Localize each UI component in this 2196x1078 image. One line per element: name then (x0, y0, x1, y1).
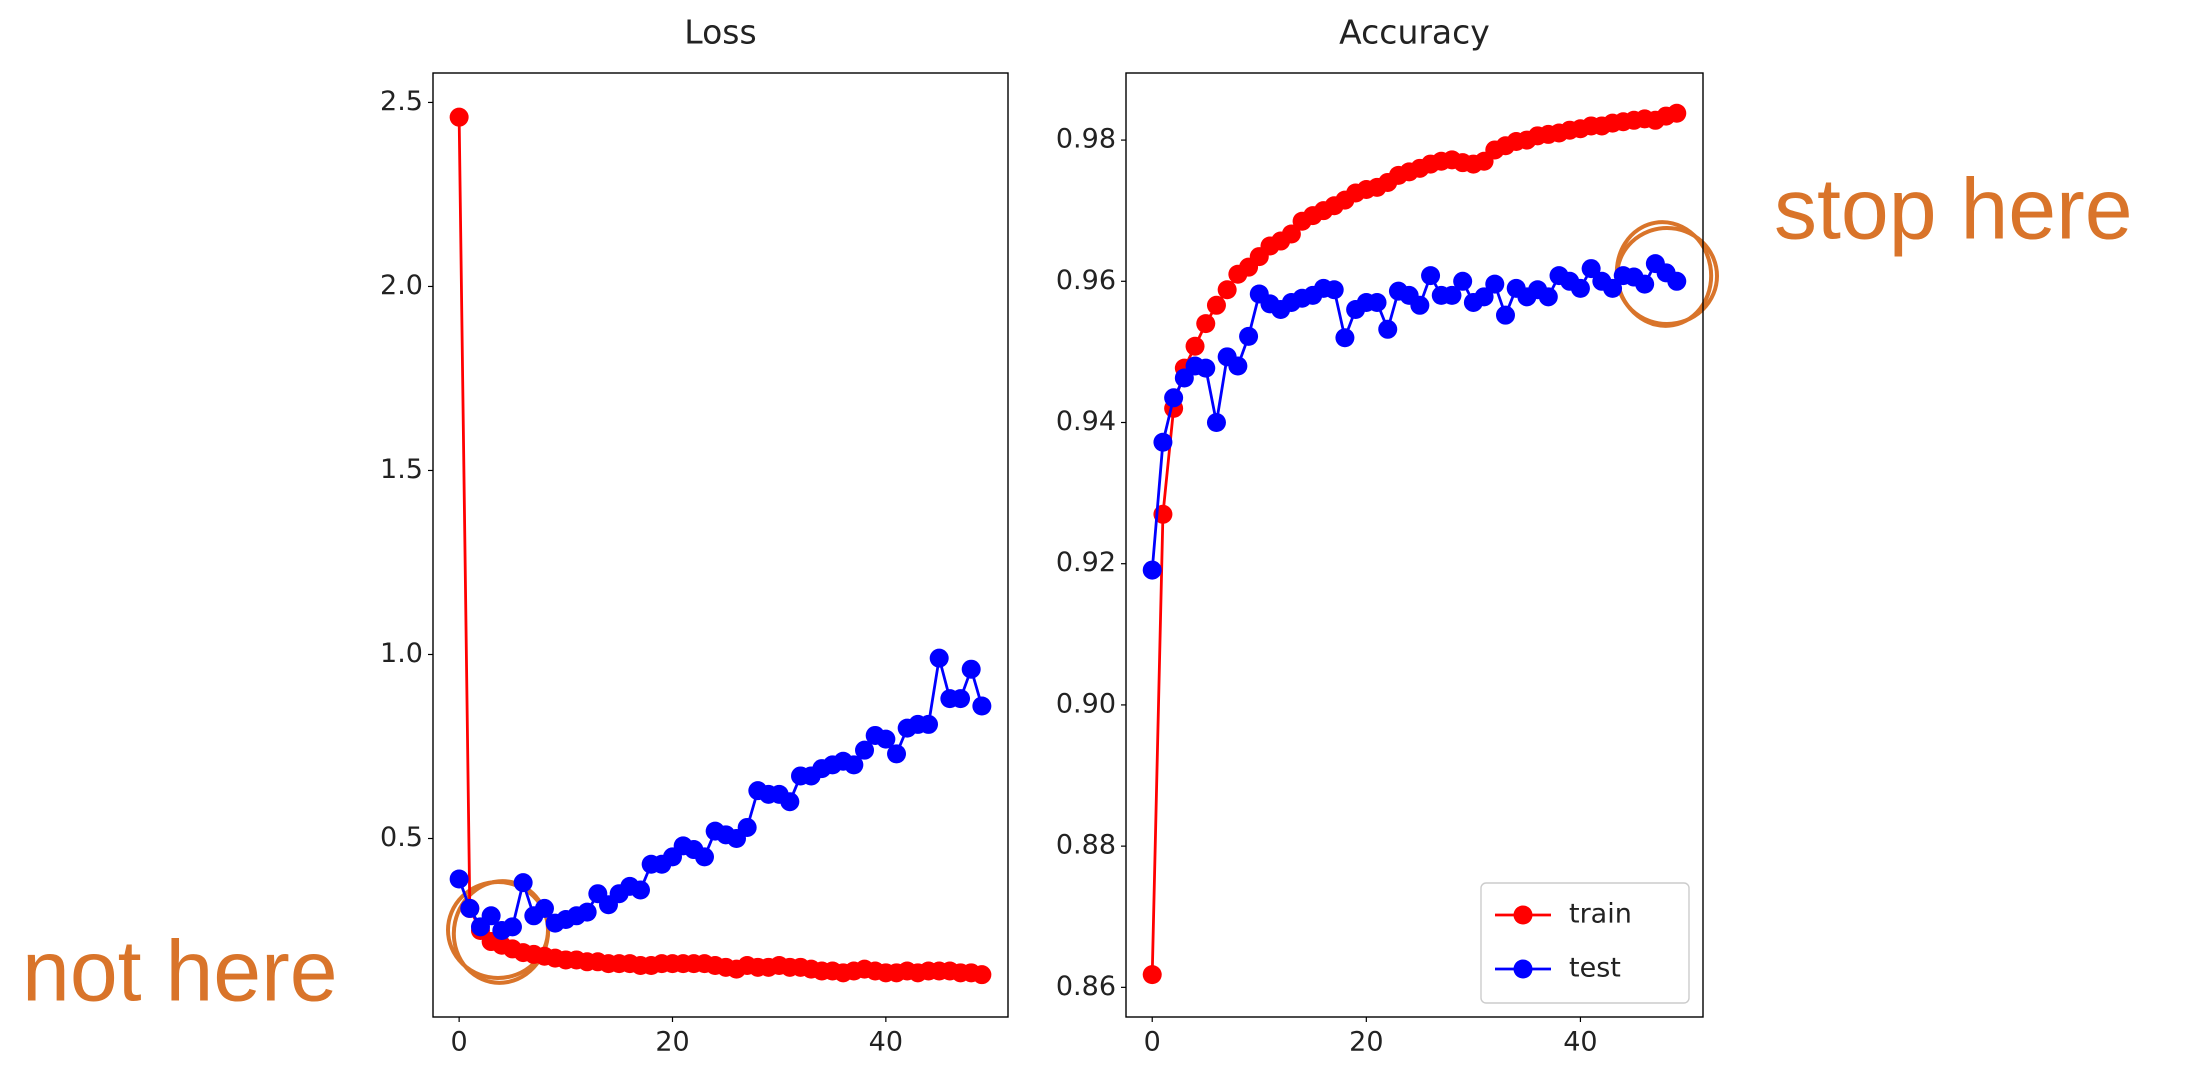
highlight-circles (446, 220, 1719, 985)
point (1196, 314, 1216, 334)
point (961, 659, 981, 679)
y-tick-label: 0.90 (1056, 688, 1116, 719)
y-tick-label: 0.5 (380, 822, 423, 853)
y-tick-label: 0.96 (1056, 265, 1116, 296)
point (1217, 280, 1237, 300)
plot-area (449, 107, 992, 985)
point (630, 880, 650, 900)
point (1239, 326, 1259, 346)
point (1453, 271, 1473, 291)
point (449, 869, 469, 889)
x-tick-label: 40 (869, 1027, 903, 1058)
point (460, 898, 480, 918)
x-tick-label: 20 (1349, 1027, 1383, 1058)
point (887, 744, 907, 764)
legend-box (1480, 882, 1690, 1004)
plot-area (1142, 103, 1687, 985)
point (855, 740, 875, 760)
point (1474, 287, 1494, 307)
point (1281, 224, 1301, 244)
x-tick-label: 0 (451, 1027, 468, 1058)
y-tick-label: 0.98 (1056, 124, 1116, 155)
point (1538, 287, 1558, 307)
point (1378, 319, 1398, 339)
point (1164, 388, 1184, 408)
highlight-circle (451, 879, 551, 985)
x-tick-label: 0 (1144, 1027, 1161, 1058)
point (1570, 278, 1590, 298)
annotation: stop here (1774, 162, 2133, 258)
point (449, 107, 469, 127)
point (1142, 965, 1162, 985)
point (1485, 274, 1505, 294)
point (1421, 266, 1441, 286)
point (951, 689, 971, 709)
point (919, 714, 939, 734)
point (1185, 336, 1205, 356)
y-tick-label: 2.5 (380, 86, 423, 117)
x-tick-label: 20 (655, 1027, 689, 1058)
point (1635, 274, 1655, 294)
point (694, 847, 714, 867)
point (1603, 278, 1623, 298)
point (1206, 295, 1226, 315)
point (577, 902, 597, 922)
point (534, 898, 554, 918)
point (1581, 259, 1601, 279)
chart-title: Accuracy (1339, 13, 1490, 52)
point (1142, 560, 1162, 580)
legend-label: test (1569, 953, 1621, 984)
legend-marker (1513, 959, 1533, 979)
point (1228, 356, 1248, 376)
point (481, 906, 501, 926)
y-tick-label: 0.92 (1056, 547, 1116, 578)
point (1153, 432, 1173, 452)
point (1324, 280, 1344, 300)
point (1196, 358, 1216, 378)
series-line (1150, 111, 1678, 975)
point (1667, 103, 1687, 123)
axes-frame (1125, 72, 1704, 1018)
legend-label: train (1569, 899, 1632, 930)
point (780, 792, 800, 812)
point (844, 755, 864, 775)
point (1335, 328, 1355, 348)
series-line (457, 117, 983, 977)
point (929, 648, 949, 668)
y-tick-label: 2.0 (380, 270, 423, 301)
point (1206, 412, 1226, 432)
point (972, 965, 992, 985)
point (1442, 285, 1462, 305)
y-tick-label: 0.86 (1056, 971, 1116, 1002)
point (1495, 305, 1515, 325)
legend-marker (1513, 905, 1533, 925)
legend: train test (1480, 882, 1690, 1004)
y-tick-label: 0.94 (1056, 406, 1116, 437)
series-line (457, 657, 984, 933)
point (1367, 292, 1387, 312)
point (1410, 295, 1430, 315)
point (737, 817, 757, 837)
point (876, 729, 896, 749)
y-tick-label: 0.88 (1056, 830, 1116, 861)
x-tick-label: 40 (1563, 1027, 1597, 1058)
y-tick-label: 1.5 (380, 454, 423, 485)
point (502, 917, 522, 937)
annotation: not here (22, 924, 338, 1020)
chart-title: Loss (684, 13, 756, 52)
point (1667, 271, 1687, 291)
point (513, 873, 533, 893)
point (972, 696, 992, 716)
axes-frame (432, 72, 1009, 1018)
y-tick-label: 1.0 (380, 638, 423, 669)
